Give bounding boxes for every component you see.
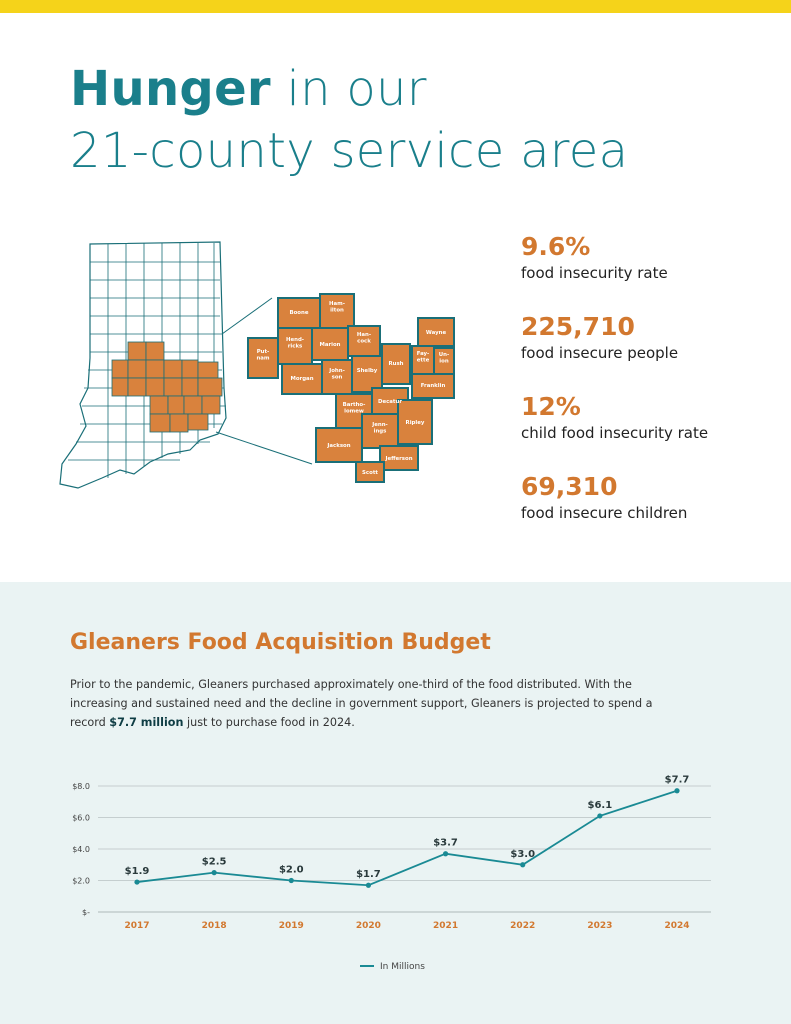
- stat-item: 69,310 food insecure children: [521, 472, 781, 552]
- zoom-lines: [215, 297, 313, 465]
- county-hamilton: [319, 293, 355, 329]
- county-label: Jackson: [326, 443, 350, 449]
- data-label: $3.7: [433, 838, 458, 849]
- county-label: Ham-ilton: [329, 301, 345, 314]
- series-line: [136, 789, 678, 887]
- stat-value: 225,710: [521, 312, 635, 341]
- x-tick-label: 2023: [587, 921, 612, 931]
- data-label: $1.7: [356, 869, 381, 880]
- state-highlight: [111, 341, 223, 433]
- title-rest: in our: [270, 61, 427, 117]
- county-label: Marion: [319, 342, 340, 348]
- county-jackson: [315, 427, 363, 463]
- county-label: Jefferson: [384, 456, 412, 462]
- y-tick-label: $8.0: [72, 782, 90, 791]
- x-tick-label: 2020: [356, 921, 381, 931]
- county-map: [247, 293, 455, 483]
- x-tick-label: 2019: [279, 921, 304, 931]
- y-tick-label: $2.0: [72, 877, 90, 886]
- stat-label: child food insecurity rate: [521, 424, 709, 442]
- county-marion: [311, 327, 349, 361]
- county-label: Un-ion: [439, 352, 449, 365]
- stat-item: 225,710 food insecure people: [521, 312, 781, 392]
- data-point: [211, 870, 217, 876]
- county-label: John-son: [328, 368, 345, 381]
- county-scott: [355, 461, 385, 483]
- stats-list: 9.6% food insecurity rate 225,710 food i…: [521, 232, 781, 552]
- county-labels: Boone Ham-ilton Hend-ricks Marion Han-cock Pu…: [256, 301, 449, 476]
- x-tick-label: 2021: [433, 921, 458, 931]
- data-label: $7.7: [665, 775, 690, 786]
- stat-label: food insecurity rate: [521, 264, 668, 282]
- legend-label: In Millions: [380, 962, 425, 972]
- x-tick-label: 2022: [510, 921, 535, 931]
- county-label: Morgan: [290, 376, 313, 382]
- data-point: [597, 813, 603, 819]
- para-highlight: $7.7 million: [109, 716, 184, 729]
- county-label: Put-nam: [256, 349, 269, 362]
- data-point: [134, 879, 140, 885]
- county-label: Scott: [362, 470, 378, 476]
- stat-value: 69,310: [521, 472, 618, 501]
- data-point: [520, 862, 526, 868]
- county-label: Jenn-ings: [371, 422, 388, 435]
- county-johnson: [321, 359, 353, 395]
- data-label: $2.0: [279, 865, 304, 876]
- county-jefferson: [379, 445, 419, 471]
- data-label: $3.0: [510, 849, 535, 860]
- y-tick-label: $4.0: [72, 845, 90, 854]
- county-shelby: [351, 355, 383, 393]
- county-rush: [381, 343, 411, 385]
- x-tick-label: 2018: [202, 921, 227, 931]
- top-accent-bar: [0, 0, 791, 13]
- data-point: [674, 788, 680, 794]
- county-franklin: [411, 373, 455, 399]
- budget-line-chart: $- $2.0 $4.0 $6.0 $8.0 $1.9 2017 $2.5 2018 $2.0 20…: [72, 775, 711, 972]
- data-label: $1.9: [125, 866, 150, 877]
- stat-item: 12% child food insecurity rate: [521, 392, 781, 472]
- section-paragraph: Prior to the pandemic, Gleaners purchase…: [70, 675, 670, 732]
- county-wayne: [417, 317, 455, 347]
- data-label: $6.1: [588, 800, 613, 811]
- x-tick-label: 2017: [124, 921, 149, 931]
- county-label: Shelby: [357, 368, 378, 374]
- data-point: [288, 877, 294, 884]
- county-label: Fay-ette: [417, 351, 430, 364]
- county-hancock: [347, 325, 381, 357]
- stat-label: food insecure people: [521, 344, 679, 362]
- y-tick-label: $-: [82, 908, 90, 917]
- data-point: [442, 851, 449, 857]
- para-text-1: Prior to the pandemic, Gleaners purchase…: [70, 678, 653, 729]
- stat-item: 9.6% food insecurity rate: [521, 232, 781, 312]
- x-tick-label: 2024: [664, 921, 689, 931]
- county-putnam: [247, 337, 279, 379]
- county-label: Franklin: [421, 383, 446, 389]
- stat-label: food insecure children: [521, 504, 688, 522]
- budget-section: [0, 582, 791, 1024]
- county-label: Ripley: [406, 420, 425, 426]
- county-hendricks: [277, 327, 313, 365]
- stat-value: 12%: [521, 392, 581, 421]
- y-tick-label: $6.0: [72, 814, 90, 823]
- county-label: Bartho-lomew: [343, 402, 366, 415]
- section-title: Gleaners Food Acquisition Budget: [70, 630, 491, 655]
- indiana-map: Boone Ham-ilton Hend-ricks Marion Han-cock Pu…: [59, 241, 455, 489]
- title-line2: 21-county service area: [70, 123, 629, 179]
- page-title: Hunger in our 21-county service area: [70, 58, 770, 182]
- county-label: Boone: [289, 310, 308, 316]
- county-label: Han-cock: [357, 332, 371, 345]
- para-text-2: just to purchase food in 2024.: [183, 716, 355, 729]
- stat-value: 9.6%: [521, 232, 591, 261]
- title-bold: Hunger: [70, 61, 271, 117]
- county-label: Decatur: [378, 399, 402, 405]
- county-label: Rush: [388, 361, 403, 367]
- county-label: Wayne: [426, 330, 447, 336]
- county-label: Hend-ricks: [286, 337, 304, 350]
- county-morgan: [281, 363, 323, 395]
- county-ripley: [397, 399, 433, 445]
- data-point: [365, 882, 372, 888]
- data-label: $2.5: [202, 857, 227, 868]
